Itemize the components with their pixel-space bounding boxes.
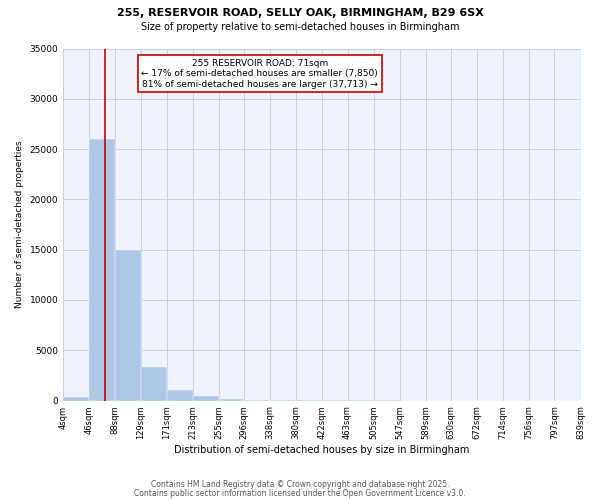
Text: Contains public sector information licensed under the Open Government Licence v3: Contains public sector information licen… [134,488,466,498]
Bar [89,139,115,400]
Bar [140,368,167,400]
Bar [115,250,140,400]
Y-axis label: Number of semi-detached properties: Number of semi-detached properties [15,140,24,308]
Text: Size of property relative to semi-detached houses in Birmingham: Size of property relative to semi-detach… [141,22,459,32]
Text: Contains HM Land Registry data © Crown copyright and database right 2025.: Contains HM Land Registry data © Crown c… [151,480,449,489]
Text: 255, RESERVOIR ROAD, SELLY OAK, BIRMINGHAM, B29 6SX: 255, RESERVOIR ROAD, SELLY OAK, BIRMINGH… [116,8,484,18]
Bar [218,398,244,400]
Bar [167,390,193,400]
X-axis label: Distribution of semi-detached houses by size in Birmingham: Distribution of semi-detached houses by … [174,445,470,455]
Bar [63,396,89,400]
Bar [193,396,218,400]
Text: 255 RESERVOIR ROAD: 71sqm
← 17% of semi-detached houses are smaller (7,850)
81% : 255 RESERVOIR ROAD: 71sqm ← 17% of semi-… [142,59,378,89]
